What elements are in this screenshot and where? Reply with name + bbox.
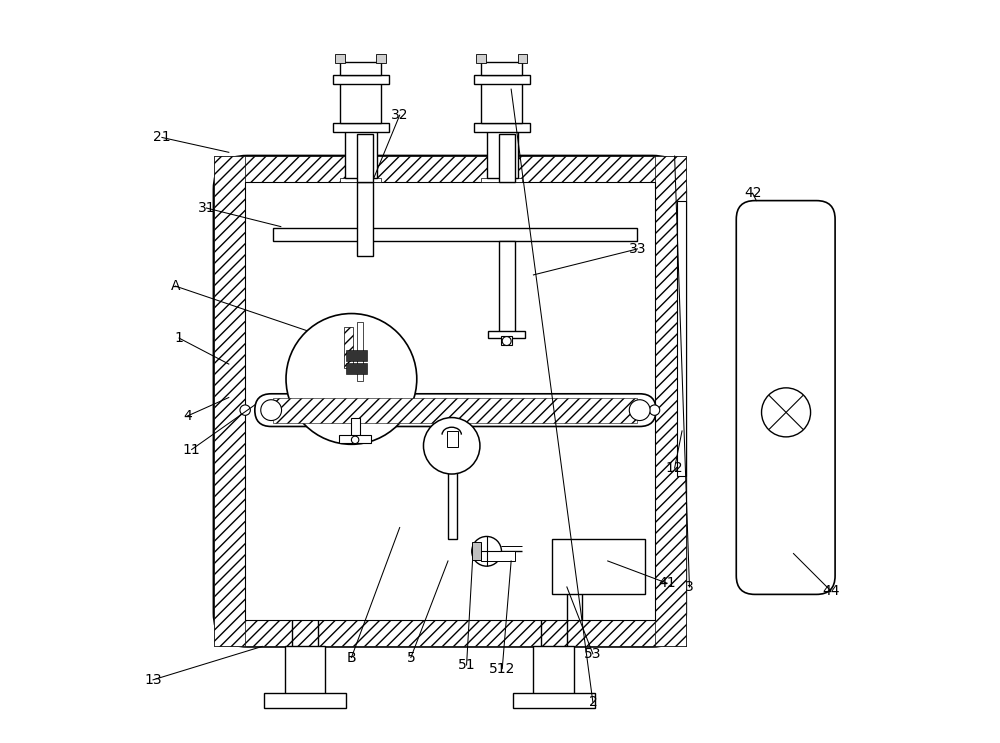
Bar bbox=[513, 693, 595, 708]
Text: 5: 5 bbox=[406, 651, 415, 664]
Bar bbox=[533, 646, 574, 695]
Bar bbox=[481, 178, 522, 182]
Bar bbox=[214, 156, 686, 182]
Bar bbox=[552, 539, 645, 594]
Bar bbox=[499, 241, 515, 334]
Circle shape bbox=[762, 388, 811, 437]
FancyBboxPatch shape bbox=[255, 394, 656, 426]
Bar bbox=[340, 178, 381, 182]
Text: 11: 11 bbox=[183, 443, 201, 456]
Bar bbox=[499, 134, 515, 182]
Bar bbox=[344, 327, 353, 368]
Text: 32: 32 bbox=[391, 108, 408, 122]
FancyBboxPatch shape bbox=[214, 156, 686, 646]
Bar bbox=[472, 542, 481, 560]
Bar bbox=[340, 62, 381, 75]
Bar bbox=[474, 75, 530, 84]
Text: B: B bbox=[347, 651, 356, 664]
Text: 33: 33 bbox=[629, 242, 646, 256]
Circle shape bbox=[240, 405, 250, 415]
Bar bbox=[214, 156, 245, 646]
Text: 41: 41 bbox=[658, 577, 676, 590]
Bar bbox=[376, 54, 386, 63]
Text: 21: 21 bbox=[153, 131, 171, 144]
Bar bbox=[474, 123, 530, 132]
Circle shape bbox=[472, 536, 501, 566]
Text: 13: 13 bbox=[144, 673, 162, 687]
Circle shape bbox=[286, 314, 417, 444]
Bar bbox=[214, 620, 686, 646]
Text: 51: 51 bbox=[458, 658, 475, 672]
Bar bbox=[481, 82, 522, 123]
Bar bbox=[488, 331, 525, 338]
Text: 1: 1 bbox=[175, 331, 183, 345]
Text: 3: 3 bbox=[685, 580, 694, 594]
Bar bbox=[273, 398, 637, 423]
Bar bbox=[346, 350, 367, 361]
Text: 42: 42 bbox=[744, 186, 761, 200]
Text: 44: 44 bbox=[822, 584, 839, 597]
Bar bbox=[481, 62, 522, 75]
Bar bbox=[357, 322, 363, 381]
Circle shape bbox=[629, 400, 650, 421]
Bar bbox=[346, 363, 367, 374]
Bar bbox=[447, 431, 458, 447]
Circle shape bbox=[261, 400, 282, 421]
Text: 53: 53 bbox=[584, 647, 602, 661]
Bar bbox=[340, 82, 381, 123]
Bar bbox=[351, 418, 360, 438]
Text: 31: 31 bbox=[198, 201, 215, 215]
Bar bbox=[273, 228, 637, 241]
Text: 2: 2 bbox=[588, 695, 597, 709]
Bar bbox=[357, 182, 373, 256]
Text: 4: 4 bbox=[183, 409, 192, 423]
Bar bbox=[677, 201, 686, 476]
Bar bbox=[476, 54, 486, 63]
Bar bbox=[345, 130, 377, 178]
Bar bbox=[335, 54, 345, 63]
FancyBboxPatch shape bbox=[736, 201, 835, 594]
Text: A: A bbox=[171, 279, 180, 293]
Bar bbox=[357, 134, 373, 182]
Text: 512: 512 bbox=[489, 662, 515, 675]
Circle shape bbox=[351, 436, 359, 444]
Bar bbox=[333, 75, 389, 84]
Bar bbox=[245, 182, 655, 620]
Bar bbox=[333, 123, 389, 132]
Bar bbox=[481, 551, 515, 561]
Circle shape bbox=[649, 405, 660, 415]
Circle shape bbox=[502, 337, 511, 345]
Text: 12: 12 bbox=[666, 461, 683, 475]
Bar bbox=[448, 446, 457, 539]
Bar bbox=[339, 435, 371, 443]
Bar bbox=[655, 156, 686, 646]
Bar bbox=[285, 646, 325, 695]
Bar bbox=[518, 54, 527, 63]
Circle shape bbox=[423, 418, 480, 474]
Bar bbox=[487, 130, 518, 178]
Bar bbox=[501, 336, 512, 345]
Bar bbox=[264, 693, 346, 708]
